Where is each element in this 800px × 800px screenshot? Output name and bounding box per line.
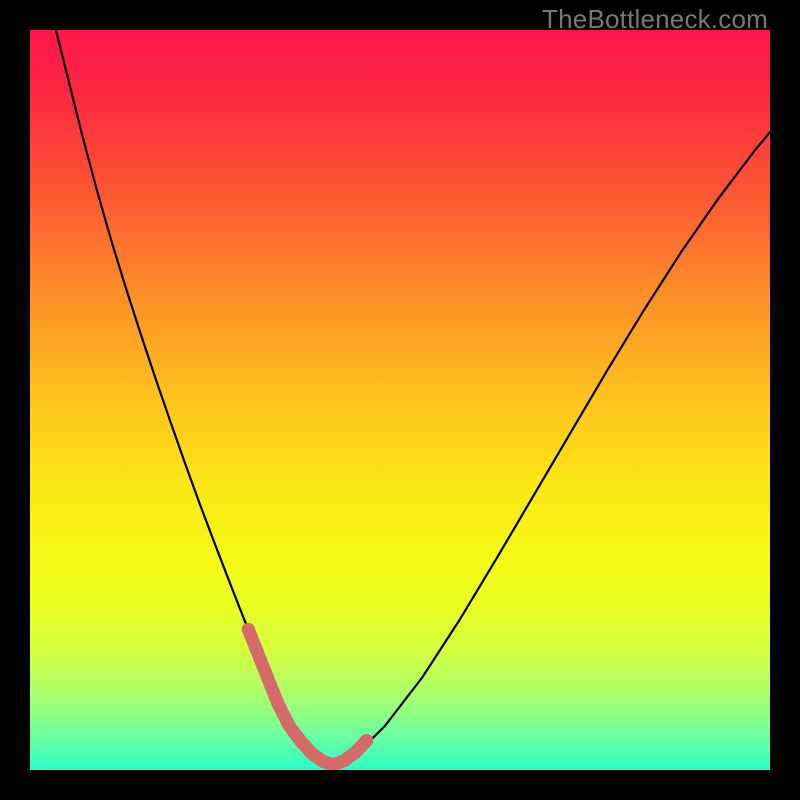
highlight-marker-dot — [338, 754, 351, 767]
highlight-marker-dot — [283, 719, 296, 732]
chart-background — [30, 30, 770, 770]
highlight-marker-dot — [360, 734, 373, 747]
highlight-marker-dot — [349, 746, 362, 759]
highlight-marker-dot — [316, 755, 329, 768]
highlight-marker-dot — [305, 746, 318, 759]
highlight-marker-dot — [294, 734, 307, 747]
watermark-text: TheBottleneck.com — [542, 4, 768, 35]
chart-svg — [30, 30, 770, 770]
chart-plot-area — [30, 30, 770, 770]
highlight-marker-dot — [264, 678, 277, 691]
highlight-marker-dot — [249, 641, 262, 654]
highlight-marker-dot — [257, 660, 270, 673]
highlight-marker-dot — [242, 623, 255, 636]
highlight-marker-dot — [271, 697, 284, 710]
